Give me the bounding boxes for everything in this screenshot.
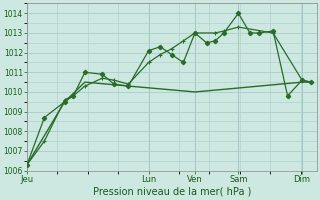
X-axis label: Pression niveau de la mer( hPa ): Pression niveau de la mer( hPa ) (92, 187, 251, 197)
